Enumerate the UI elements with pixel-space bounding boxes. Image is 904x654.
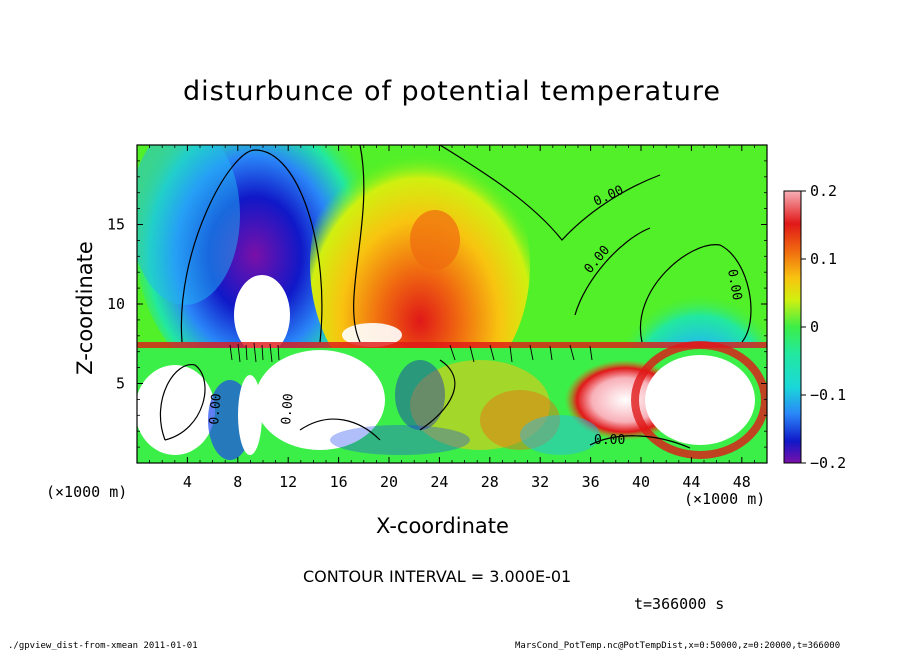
chart-title: disturbunce of potential temperature: [183, 76, 721, 107]
colorbar-tick-label: 0: [810, 318, 819, 336]
colorbar-tick-label: −0.1: [810, 386, 846, 404]
x-tick-label: 36: [582, 473, 600, 491]
y-axis-label: Z-coordinate: [73, 241, 97, 375]
colorbar-tick-label: −0.2: [810, 454, 846, 472]
x-tick-label: 32: [531, 473, 549, 491]
x-tick-label: 48: [733, 473, 751, 491]
heatmap-field: [137, 145, 767, 463]
contour-cluster: [229, 342, 593, 363]
x-tick-label: 40: [632, 473, 650, 491]
x-tick-label: 44: [682, 473, 700, 491]
x-tick-label: 20: [380, 473, 398, 491]
time-label: t=366000 s: [634, 595, 725, 613]
x-tick-label: 28: [481, 473, 499, 491]
lower-white-region: [137, 365, 215, 455]
footer-right: MarsCond_PotTemp.nc@PotTempDist,x=0:5000…: [515, 641, 841, 651]
contour-label: 0.00: [207, 393, 225, 426]
y-tick-label: 5: [116, 375, 125, 393]
contour-label: 0.00: [724, 268, 744, 301]
x-unit-label-right: (×1000 m): [684, 490, 766, 508]
x-unit-label-left: (×1000 m): [46, 483, 128, 501]
colorbar-tick-label: 0.1: [810, 250, 837, 268]
saturated-cold-core: [234, 275, 290, 355]
contour-interval: CONTOUR INTERVAL = 3.000E-01: [303, 567, 572, 586]
contour-lines: [159, 145, 752, 449]
x-tick-label: 16: [330, 473, 348, 491]
footer-left: ./gpview_dist-from-xmean 2011-01-01: [8, 641, 198, 651]
x-axis-label: X-coordinate: [376, 514, 509, 538]
x-tick-label: 24: [430, 473, 448, 491]
colorbar-tick-label: 0.2: [810, 182, 837, 200]
y-tick-label: 10: [107, 295, 125, 313]
colorbar: [783, 190, 802, 464]
contour-label: 0.00: [594, 433, 625, 448]
x-tick-label: 8: [233, 473, 242, 491]
x-tick-label: 4: [183, 473, 192, 491]
contour-label: 0.00: [279, 393, 297, 426]
axes: 4 8 12 16 20 24 28 32 36 40 44 48510150.20.10−0.1−0…: [107, 145, 846, 491]
x-tick-label: 12: [279, 473, 297, 491]
y-tick-label: 15: [107, 216, 125, 234]
